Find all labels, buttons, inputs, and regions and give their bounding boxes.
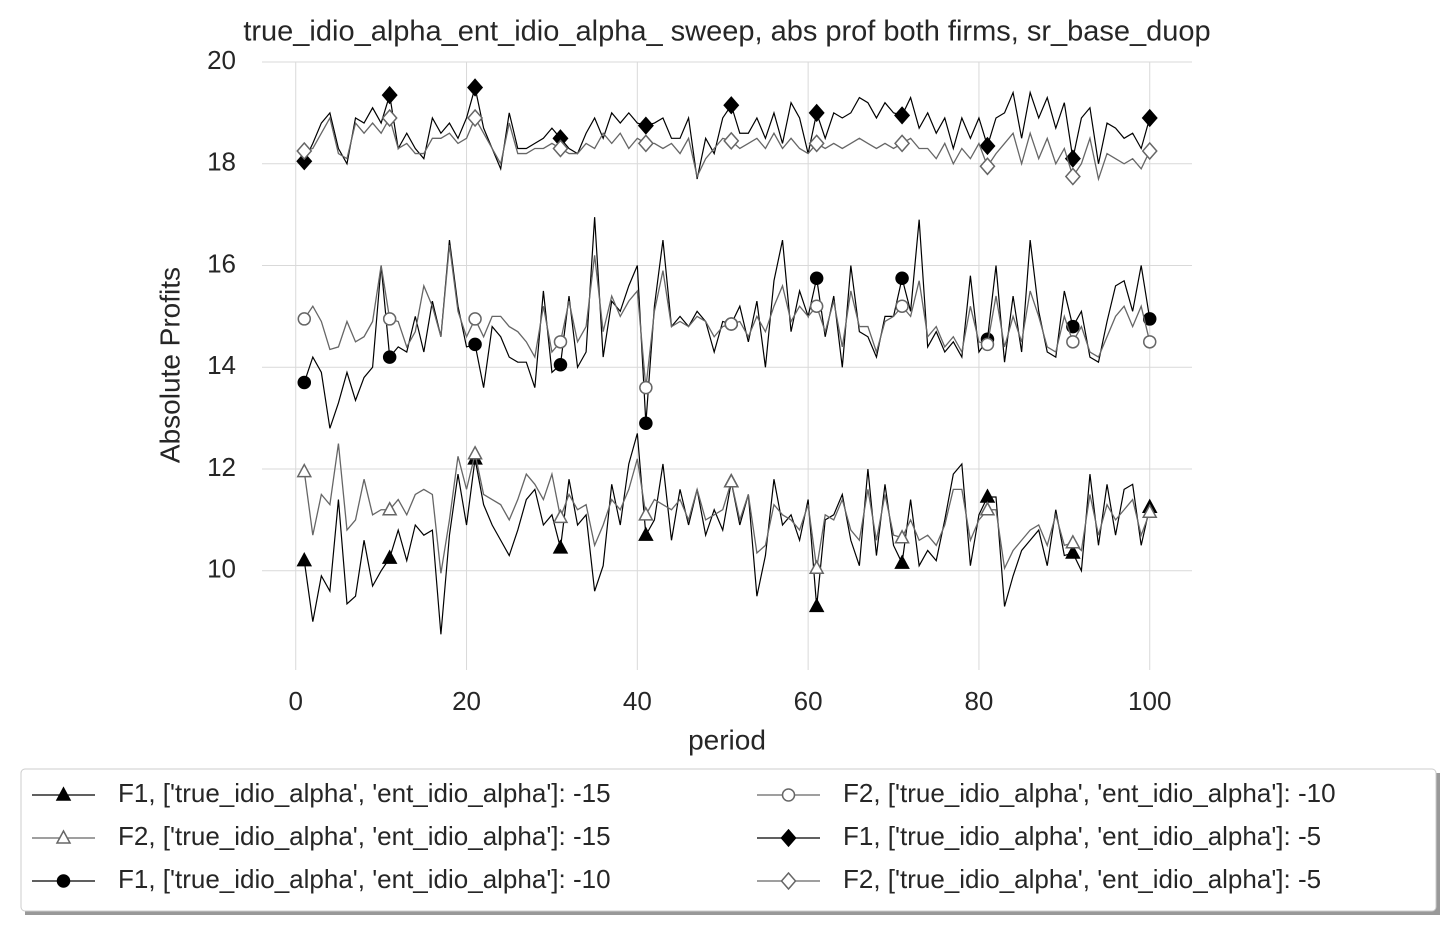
marker xyxy=(894,554,910,569)
marker xyxy=(1142,335,1157,349)
marker xyxy=(55,786,72,801)
legend-box xyxy=(20,768,1437,912)
marker xyxy=(553,335,568,349)
marker xyxy=(552,139,569,158)
marker xyxy=(296,552,313,567)
marker xyxy=(638,506,654,521)
marker xyxy=(552,508,569,524)
marker xyxy=(808,103,825,123)
legend-label: F1, ['true_idio_alpha', 'ent_idio_alpha'… xyxy=(118,864,611,894)
legend-label: F2, ['true_idio_alpha', 'ent_idio_alpha'… xyxy=(843,778,1336,808)
marker xyxy=(381,549,398,564)
marker xyxy=(553,357,568,372)
marker xyxy=(808,559,825,574)
marker xyxy=(894,529,910,544)
x-tick-label: 20 xyxy=(452,686,481,716)
marker xyxy=(1066,319,1080,334)
marker xyxy=(297,312,312,326)
series-line xyxy=(303,87,1151,180)
marker xyxy=(723,473,740,488)
marker xyxy=(808,597,825,613)
marker xyxy=(468,312,482,326)
marker xyxy=(382,312,397,326)
marker xyxy=(639,416,653,430)
marker xyxy=(467,108,484,128)
marker xyxy=(979,157,996,176)
marker xyxy=(467,78,484,97)
marker xyxy=(979,136,996,156)
chart-title: true_idio_alpha_ent_idio_alpha_ sweep, a… xyxy=(243,16,1210,48)
marker xyxy=(895,299,909,313)
marker xyxy=(296,462,313,478)
series-line xyxy=(303,433,1151,635)
x-tick-label: 40 xyxy=(623,686,652,716)
marker xyxy=(979,488,996,503)
marker xyxy=(780,871,797,891)
series-line xyxy=(303,245,1151,388)
marker xyxy=(1141,503,1158,519)
marker xyxy=(296,141,313,161)
marker xyxy=(1064,167,1081,186)
y-tick-label: 16 xyxy=(207,248,236,278)
marker xyxy=(297,375,312,390)
series-line xyxy=(303,443,1151,574)
marker xyxy=(55,829,72,844)
marker xyxy=(639,380,653,395)
marker xyxy=(809,271,824,285)
marker xyxy=(1141,141,1158,161)
marker xyxy=(780,828,797,848)
y-tick-label: 12 xyxy=(207,452,236,482)
marker xyxy=(1065,534,1081,549)
marker xyxy=(467,445,483,460)
legend-label: F2, ['true_idio_alpha', 'ent_idio_alpha'… xyxy=(843,864,1321,894)
x-axis-label: period xyxy=(688,724,766,755)
marker xyxy=(724,317,739,331)
marker xyxy=(637,116,654,135)
marker xyxy=(1141,108,1158,128)
marker xyxy=(723,96,740,115)
marker xyxy=(1065,544,1081,559)
legend-label: F1, ['true_idio_alpha', 'ent_idio_alpha'… xyxy=(118,778,611,808)
marker xyxy=(894,106,911,125)
x-tick-label: 0 xyxy=(288,686,302,716)
marker xyxy=(894,134,911,153)
marker xyxy=(781,788,796,802)
marker xyxy=(552,539,569,554)
y-tick-label: 14 xyxy=(207,350,236,380)
marker xyxy=(56,874,71,888)
marker xyxy=(381,108,398,128)
y-axis-label: Absolute Profits xyxy=(154,267,185,463)
x-tick-label: 60 xyxy=(794,686,823,716)
marker xyxy=(979,501,996,516)
marker xyxy=(1064,149,1081,168)
y-tick-label: 20 xyxy=(207,45,236,75)
marker xyxy=(296,152,313,171)
marker xyxy=(382,350,397,364)
legend-label: F2, ['true_idio_alpha', 'ent_idio_alpha'… xyxy=(118,821,611,851)
y-tick-label: 18 xyxy=(207,147,236,177)
marker xyxy=(381,85,398,105)
marker xyxy=(638,526,654,541)
marker xyxy=(468,337,482,352)
series-line xyxy=(304,116,1151,182)
legend-label: F1, ['true_idio_alpha', 'ent_idio_alpha'… xyxy=(843,821,1321,851)
x-tick-label: 80 xyxy=(964,686,993,716)
marker xyxy=(1066,335,1080,349)
y-tick-label: 10 xyxy=(207,554,236,584)
marker xyxy=(381,501,398,516)
marker xyxy=(808,134,825,153)
marker xyxy=(637,134,654,153)
marker xyxy=(980,337,995,352)
x-tick-label: 100 xyxy=(1128,686,1171,716)
marker xyxy=(895,271,909,285)
marker xyxy=(809,299,824,313)
marker xyxy=(723,131,740,151)
